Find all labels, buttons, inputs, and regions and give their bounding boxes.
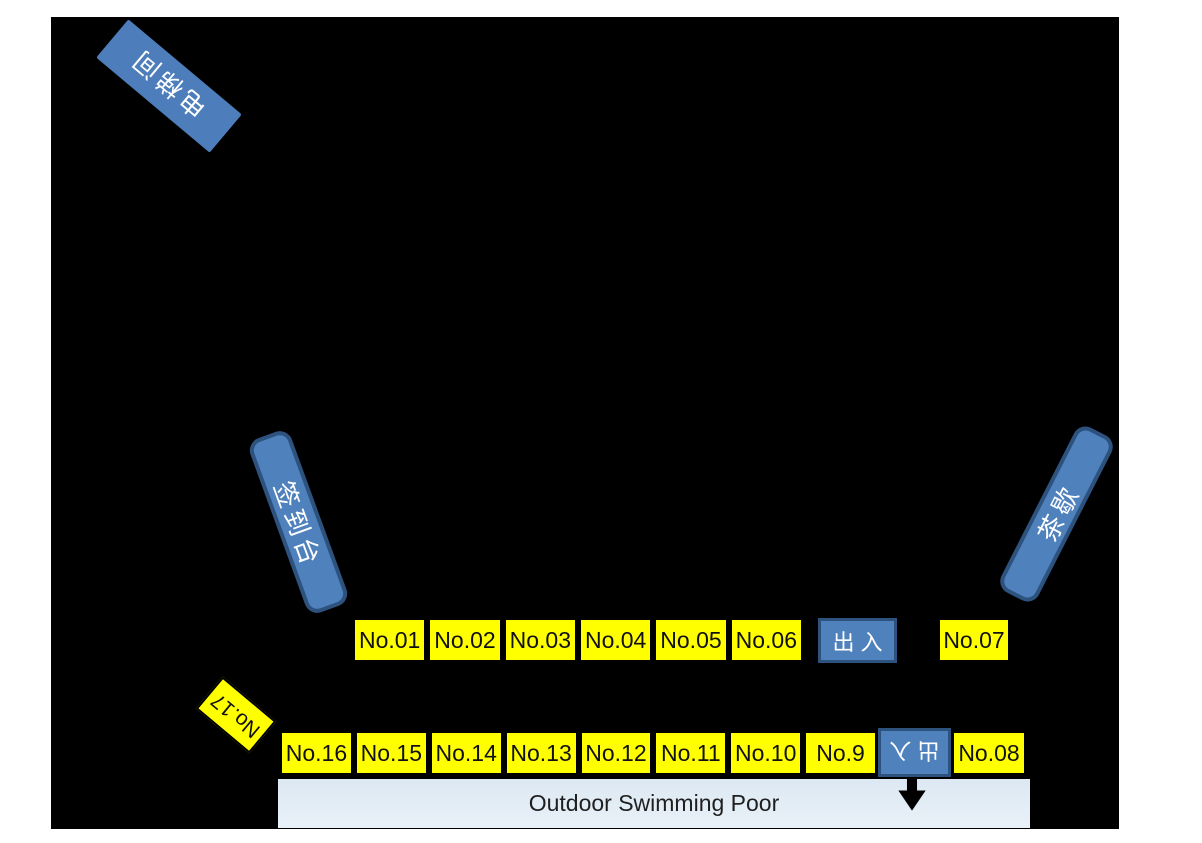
pool-label: Outdoor Swimming Poor [528, 790, 780, 816]
booth-no05: No.05 [654, 618, 728, 662]
booth-no13: No.13 [504, 731, 578, 775]
booth-no11: No.11 [654, 731, 728, 775]
booth-no03: No.03 [503, 618, 577, 662]
booth-row-bottom: No.16 No.15 No.14 No.13 No.12 No.11 No.1… [280, 731, 877, 775]
flow-arrow-to-checkin [193, 490, 243, 524]
booth-no01: No.01 [353, 618, 427, 662]
booth-no14: No.14 [429, 731, 503, 775]
booth-no07-label: No.07 [943, 626, 1005, 653]
booth-no10: No.10 [729, 731, 803, 775]
booth-no15: No.15 [354, 731, 428, 775]
entrance-top-label: 出入 [832, 629, 889, 655]
booth-no12: No.12 [579, 731, 653, 775]
booth-no9: No.9 [804, 731, 877, 775]
booth-no08: No.08 [952, 731, 1026, 775]
entrance-bottom-label: 出入 [883, 738, 940, 764]
booth-no02: No.02 [428, 618, 502, 662]
entrance-bottom-sign: 出入 [878, 728, 951, 777]
booth-no08-label: No.08 [958, 739, 1020, 766]
pool-area: Outdoor Swimming Poor [278, 779, 1030, 828]
booth-no04: No.04 [578, 618, 653, 662]
entrance-top-sign: 出入 [818, 618, 897, 663]
booth-no16: No.16 [280, 731, 353, 775]
booth-row-top: No.01 No.02 No.03 No.04 No.05 No.06 [353, 618, 803, 662]
booth-no07: No.07 [938, 618, 1010, 662]
flow-arrow-to-booths [311, 674, 359, 708]
booth-no06: No.06 [729, 618, 803, 662]
